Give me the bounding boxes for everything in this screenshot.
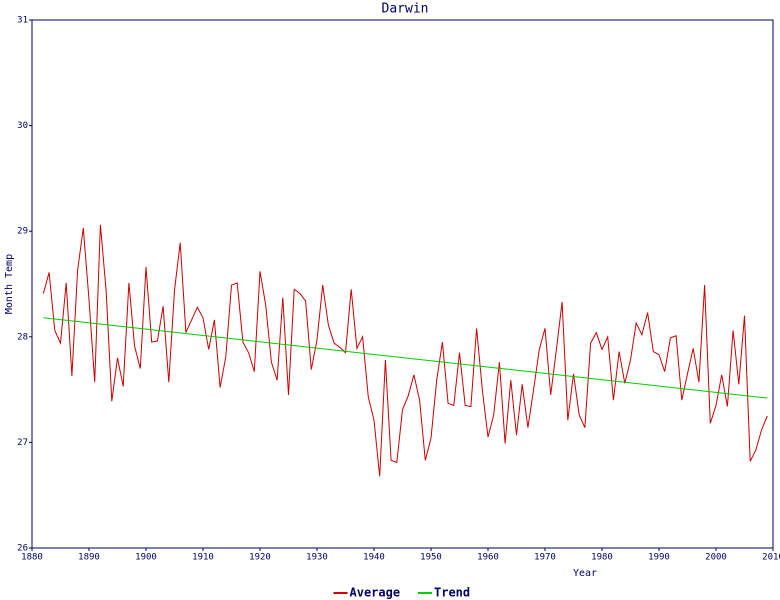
x-tick-label: 1880 — [21, 553, 43, 563]
y-tick-label: 30 — [17, 121, 28, 131]
x-tick-label: 1980 — [591, 553, 613, 563]
x-tick-label: 2010 — [762, 553, 780, 563]
x-tick-label: 1910 — [192, 553, 214, 563]
x-tick-label: 1990 — [648, 553, 670, 563]
plot-frame — [31, 19, 774, 549]
line-series — [42, 224, 768, 477]
y-tick-label: 26 — [17, 544, 28, 554]
x-tick-label: 1890 — [78, 553, 100, 563]
x-tick-label: 1960 — [477, 553, 499, 563]
legend-label: Trend — [434, 586, 470, 600]
x-tick-label: 1940 — [363, 553, 385, 563]
y-tick-label: 29 — [17, 227, 28, 237]
x-tick-label: 2000 — [705, 553, 727, 563]
y-axis-label: Month Temp — [4, 254, 15, 314]
line-series — [43, 317, 768, 399]
legend-label: Average — [350, 586, 401, 600]
x-tick-label: 1900 — [135, 553, 157, 563]
x-tick-label: 1930 — [306, 553, 328, 563]
x-axis-label: Year — [573, 568, 597, 579]
y-tick-label: 27 — [17, 438, 28, 448]
x-tick-label: 1920 — [249, 553, 271, 563]
x-tick-label: 1950 — [420, 553, 442, 563]
x-tick-label: 1970 — [534, 553, 556, 563]
y-tick-label: 28 — [17, 332, 28, 342]
y-tick-label: 31 — [17, 16, 28, 26]
chart-title: Darwin — [382, 2, 429, 17]
